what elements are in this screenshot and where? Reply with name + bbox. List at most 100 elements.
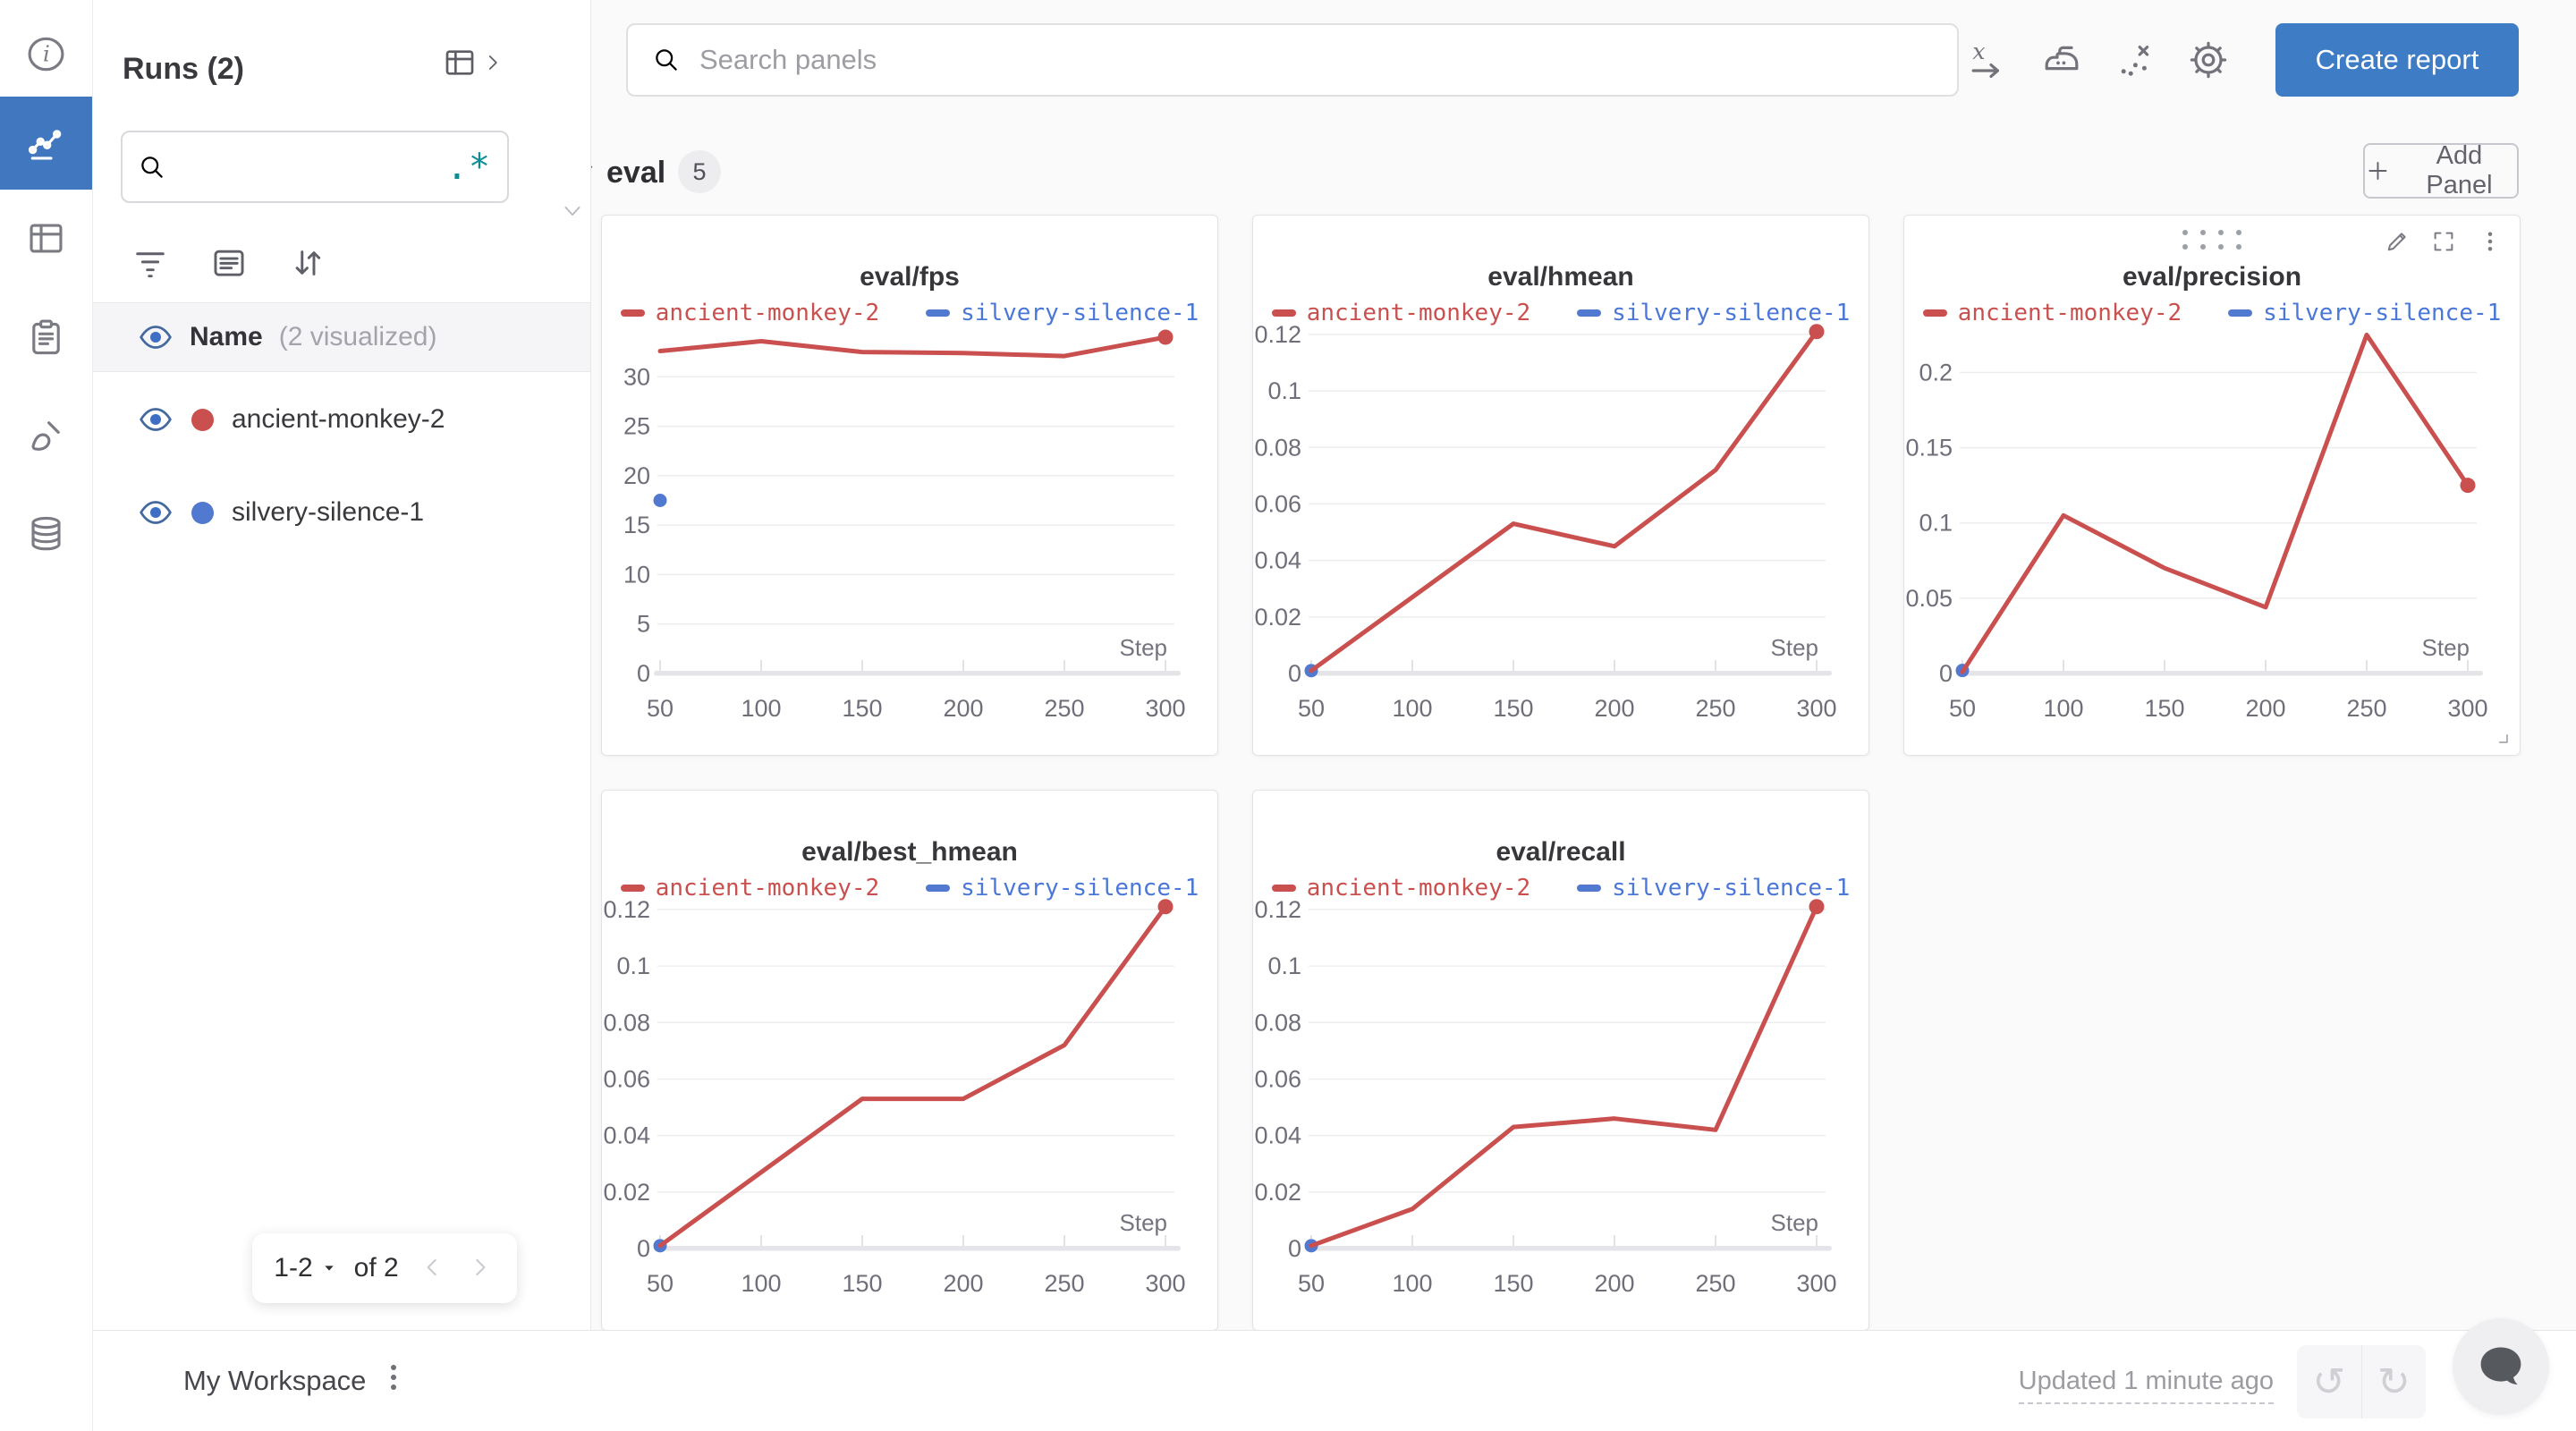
svg-text:0: 0	[637, 1235, 650, 1262]
svg-text:50: 50	[647, 1270, 674, 1297]
svg-text:0.04: 0.04	[603, 1122, 650, 1149]
svg-text:200: 200	[1594, 695, 1634, 722]
last-updated-label: Updated 1 minute ago	[2018, 1367, 2274, 1404]
panels-grid: eval/fps ancient-monkey-2 silvery-silence-…	[601, 215, 2521, 1331]
legend-run-name: ancient-monkey-2	[1957, 300, 2182, 326]
eye-icon[interactable]	[138, 495, 174, 530]
svg-text:50: 50	[1949, 695, 1976, 722]
filter-funnel-button[interactable]	[125, 238, 175, 288]
svg-text:0.04: 0.04	[1254, 547, 1301, 574]
create-report-button[interactable]: Create report	[2275, 23, 2519, 97]
page-range-dropdown[interactable]: 1-2	[274, 1253, 335, 1283]
legend-swatch	[1577, 885, 1602, 892]
svg-text:0.02: 0.02	[603, 1179, 650, 1206]
rail-item-table[interactable]	[0, 197, 92, 279]
workspace-settings-toolbar: x	[1963, 34, 2233, 86]
svg-text:0.1: 0.1	[1267, 377, 1301, 404]
legend-swatch	[926, 309, 951, 317]
chart-plot[interactable]: 0 0.05 0.1 0.15 0.2 50 100 150 200 250 300 Step	[1904, 216, 2521, 757]
svg-text:15: 15	[623, 512, 650, 538]
chart-panel-eval-precision: eval/precision ancient-monkey-2 silvery-si…	[1903, 215, 2521, 756]
rail-item-brush[interactable]	[0, 394, 92, 476]
svg-text:100: 100	[741, 695, 781, 722]
legend-swatch	[1271, 885, 1296, 892]
caret-down-icon	[322, 1261, 336, 1275]
svg-text:200: 200	[943, 695, 983, 722]
svg-text:50: 50	[1298, 695, 1325, 722]
chart-legend: ancient-monkey-2 silvery-silence-1	[1904, 300, 2520, 326]
rail-item-database[interactable]	[0, 492, 92, 574]
brush-icon	[25, 414, 67, 456]
undo-button[interactable]: ↺	[2297, 1345, 2361, 1418]
kebab-icon[interactable]	[2477, 228, 2504, 255]
x-axis-button[interactable]: x	[1963, 34, 2013, 86]
workspace-menu-kebab[interactable]	[376, 1359, 411, 1398]
chart-legend: ancient-monkey-2 silvery-silence-1	[1253, 875, 1868, 902]
line-chart-icon	[25, 123, 67, 165]
legend-item: silvery-silence-1	[926, 875, 1199, 902]
svg-text:250: 250	[2346, 695, 2386, 722]
svg-text:250: 250	[1044, 1270, 1084, 1297]
undo-redo-group: ↺ ↻	[2297, 1345, 2426, 1418]
legend-run-name: silvery-silence-1	[1612, 875, 1851, 902]
footer-bar: My Workspace Updated 1 minute ago ↺ ↻	[0, 1330, 2576, 1431]
chart-plot[interactable]: 0 0.02 0.04 0.06 0.08 0.1 0.12 50 100 150 200 250 30…	[1253, 216, 1870, 757]
svg-text:0.06: 0.06	[603, 1065, 650, 1092]
chart-plot[interactable]: 0 0.02 0.04 0.06 0.08 0.1 0.12 50 100 150 200 250 30…	[1253, 791, 1870, 1332]
rail-item-clipboard[interactable]	[0, 295, 92, 377]
svg-text:50: 50	[1298, 1270, 1325, 1297]
svg-text:300: 300	[1796, 1270, 1836, 1297]
svg-text:200: 200	[943, 1270, 983, 1297]
svg-text:0.1: 0.1	[1919, 510, 1953, 537]
svg-text:Step: Step	[2422, 634, 2470, 661]
info-icon: i	[25, 33, 67, 75]
svg-text:100: 100	[1392, 695, 1432, 722]
expand-icon[interactable]	[2430, 228, 2457, 255]
outliers-button[interactable]	[2110, 34, 2160, 86]
list-button[interactable]	[204, 238, 254, 288]
rail-item-line-chart[interactable]	[0, 97, 92, 190]
settings-gear-icon	[2187, 38, 2230, 81]
svg-text:0: 0	[1939, 660, 1953, 687]
add-panel-label: Add Panel	[2426, 141, 2493, 199]
svg-text:x: x	[1972, 38, 1985, 64]
sidebar-collapse-chevron-icon[interactable]	[560, 199, 585, 224]
legend-swatch	[620, 309, 645, 317]
rail-item-info[interactable]: i	[0, 13, 92, 95]
page-range-label: 1-2	[274, 1253, 313, 1283]
svg-text:200: 200	[2245, 695, 2285, 722]
list-icon	[209, 243, 249, 283]
panel-drag-handle[interactable]	[2182, 230, 2241, 250]
chart-plot[interactable]: 0 0.02 0.04 0.06 0.08 0.1 0.12 50 100 150 200 250 30…	[602, 791, 1219, 1332]
panel-search-input[interactable]	[699, 44, 1934, 76]
chart-plot[interactable]: 0 5 10 15 20 25 30 50 100 150 200 250 300 Step	[602, 216, 1219, 757]
smoothing-iron-button[interactable]	[2037, 34, 2087, 86]
help-chat-button[interactable]	[2453, 1318, 2549, 1415]
redo-button[interactable]: ↻	[2362, 1345, 2427, 1418]
add-panel-button[interactable]: Add Panel	[2363, 141, 2519, 199]
settings-gear-button[interactable]	[2183, 34, 2233, 86]
svg-text:150: 150	[2144, 695, 2184, 722]
prev-page-button[interactable]	[417, 1253, 447, 1283]
run-name[interactable]: silvery-silence-1	[232, 497, 425, 527]
panel-resize-handle[interactable]	[2490, 725, 2513, 749]
chart-legend: ancient-monkey-2 silvery-silence-1	[1253, 300, 1868, 326]
eye-icon[interactable]	[138, 402, 174, 437]
chart-title: eval/best_hmean	[801, 837, 1018, 867]
runs-search-input[interactable]	[180, 151, 434, 182]
run-name[interactable]: ancient-monkey-2	[232, 404, 445, 434]
run-color-dot	[191, 501, 214, 524]
run-row: silvery-silence-1	[93, 466, 590, 559]
next-page-button[interactable]	[465, 1253, 496, 1283]
section-title[interactable]: eval	[606, 156, 666, 190]
runs-visualized-count: (2 visualized)	[278, 322, 437, 351]
eye-icon[interactable]	[138, 319, 174, 355]
regex-toggle[interactable]: .*	[445, 146, 491, 188]
chevron-left-icon	[419, 1254, 445, 1281]
sort-button[interactable]	[283, 238, 333, 288]
legend-run-name: ancient-monkey-2	[655, 875, 880, 902]
pencil-icon[interactable]	[2384, 228, 2411, 255]
expand-run-table-button[interactable]	[442, 45, 504, 80]
workspace-name[interactable]: My Workspace	[183, 1365, 367, 1396]
svg-text:0.08: 0.08	[603, 1009, 650, 1036]
